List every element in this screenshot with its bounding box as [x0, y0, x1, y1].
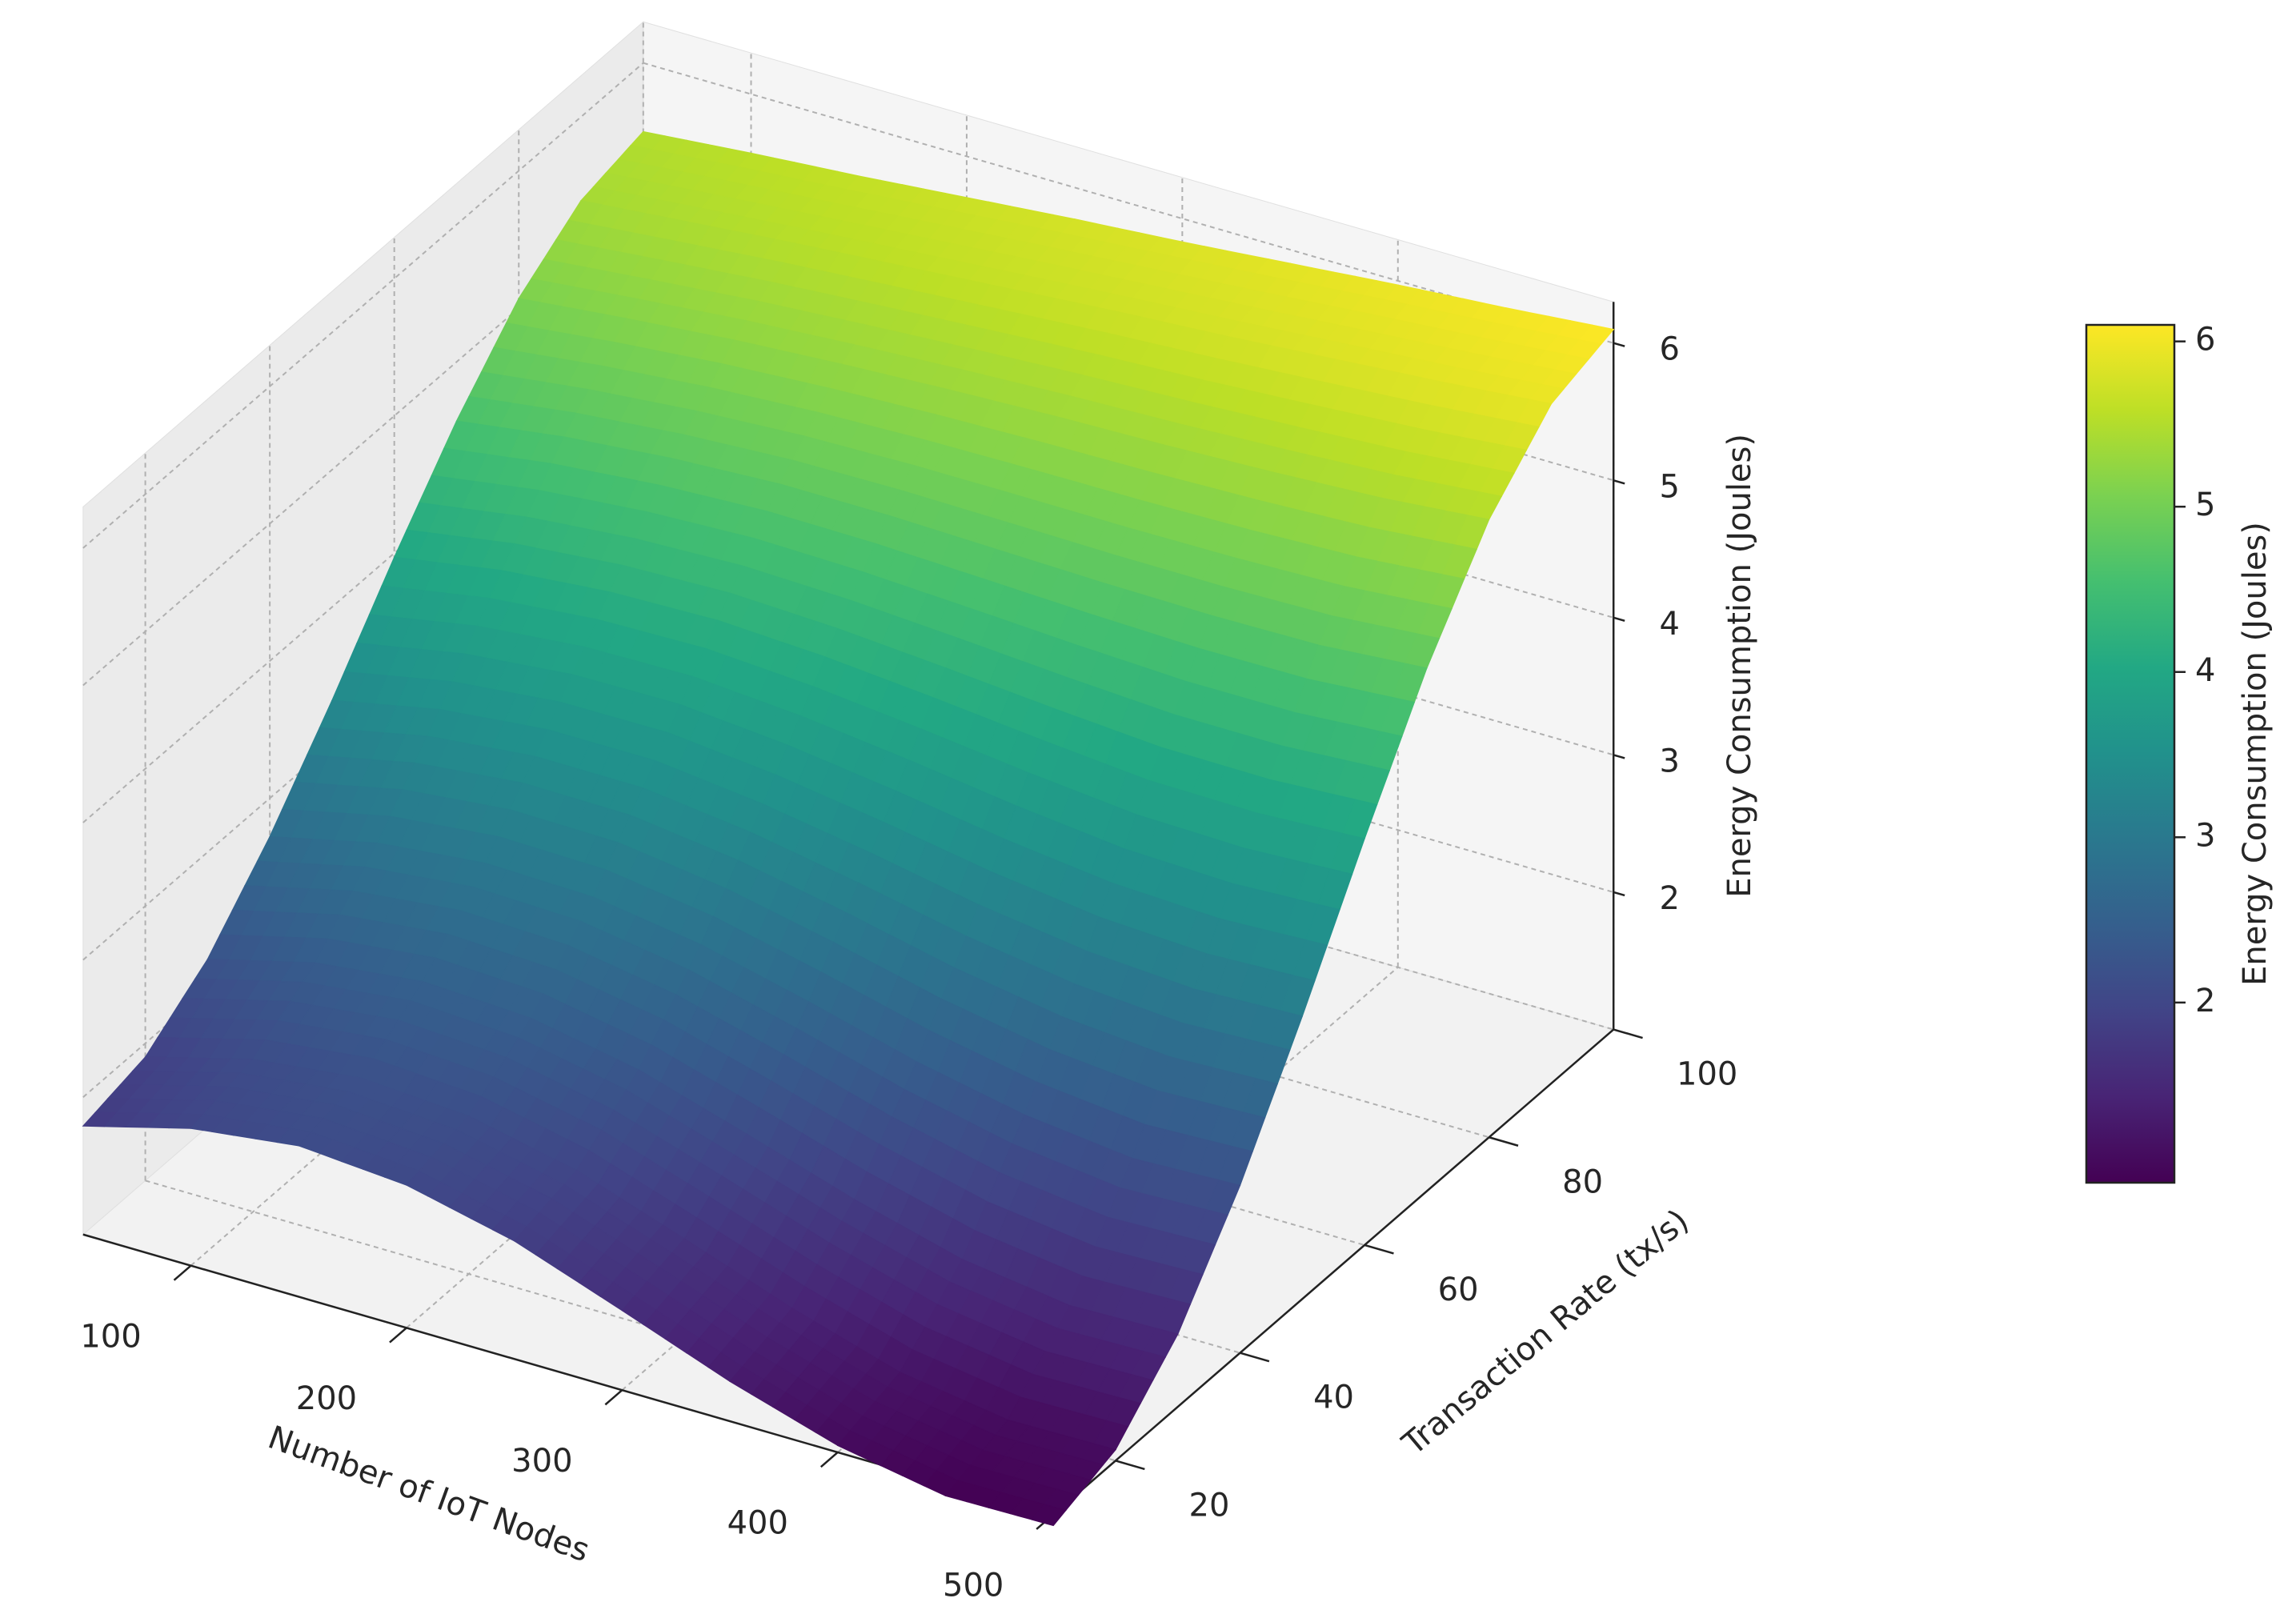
- z-tick: [1613, 342, 1625, 347]
- z-tick-label: 4: [1659, 606, 1679, 643]
- x-tick: [389, 1327, 407, 1344]
- grid-line: [145, 1179, 1116, 1462]
- surface: [82, 130, 1615, 1527]
- z-tick-label: 5: [1659, 468, 1679, 505]
- y-tick: [1489, 1136, 1519, 1147]
- z-axis-label: Energy Consumption (Joules): [1721, 434, 1758, 898]
- x-tick-label: 400: [727, 1505, 788, 1542]
- y-tick: [1364, 1244, 1394, 1255]
- y-axis-label: Transaction Rate (tx/s): [1395, 1203, 1696, 1464]
- z-tick: [1613, 754, 1625, 759]
- x-tick-label: 200: [296, 1380, 357, 1417]
- z-tick-label: 3: [1659, 743, 1679, 779]
- grid-line: [82, 62, 644, 549]
- colorbar-tick-label: 3: [2195, 817, 2215, 854]
- grid-line: [643, 62, 1614, 344]
- z-tick-label: 2: [1659, 880, 1679, 917]
- colorbar: 2 3 4 5 6 Energy Consumption (Joules): [2085, 322, 2274, 1184]
- colorbar-tick-label: 5: [2195, 487, 2215, 523]
- y-tick-label: 100: [1677, 1056, 1737, 1093]
- x-tick-label: 300: [511, 1443, 572, 1480]
- x-axis-label: Number of IoT Nodes: [263, 1419, 595, 1569]
- z-tick: [1613, 891, 1625, 897]
- y-tick-label: 60: [1438, 1272, 1479, 1308]
- y-tick: [1240, 1352, 1270, 1363]
- x-tick-label: 500: [943, 1567, 1004, 1602]
- x-tick: [604, 1389, 623, 1406]
- y-tick: [1115, 1460, 1145, 1471]
- y-tick-label: 80: [1562, 1163, 1603, 1200]
- y-axis: [1052, 1028, 1615, 1516]
- surface-patch: [1031, 1504, 1067, 1527]
- x-tick-label: 100: [80, 1318, 141, 1355]
- y-tick-label: 40: [1313, 1380, 1354, 1416]
- x-tick: [173, 1264, 192, 1281]
- z-tick-label: 6: [1659, 331, 1679, 368]
- colorbar-tick-label: 4: [2195, 652, 2215, 689]
- colorbar-bar: [2085, 323, 2176, 1184]
- z-tick: [1613, 479, 1625, 485]
- colorbar-label: Energy Consumption (Joules): [2237, 522, 2274, 986]
- colorbar-tick-label: 2: [2195, 983, 2215, 1019]
- colorbar-tick-label: 6: [2195, 322, 2215, 358]
- z-tick: [1613, 616, 1625, 623]
- y-tick: [1613, 1028, 1643, 1039]
- x-tick: [819, 1452, 839, 1468]
- y-tick-label: 20: [1189, 1487, 1230, 1524]
